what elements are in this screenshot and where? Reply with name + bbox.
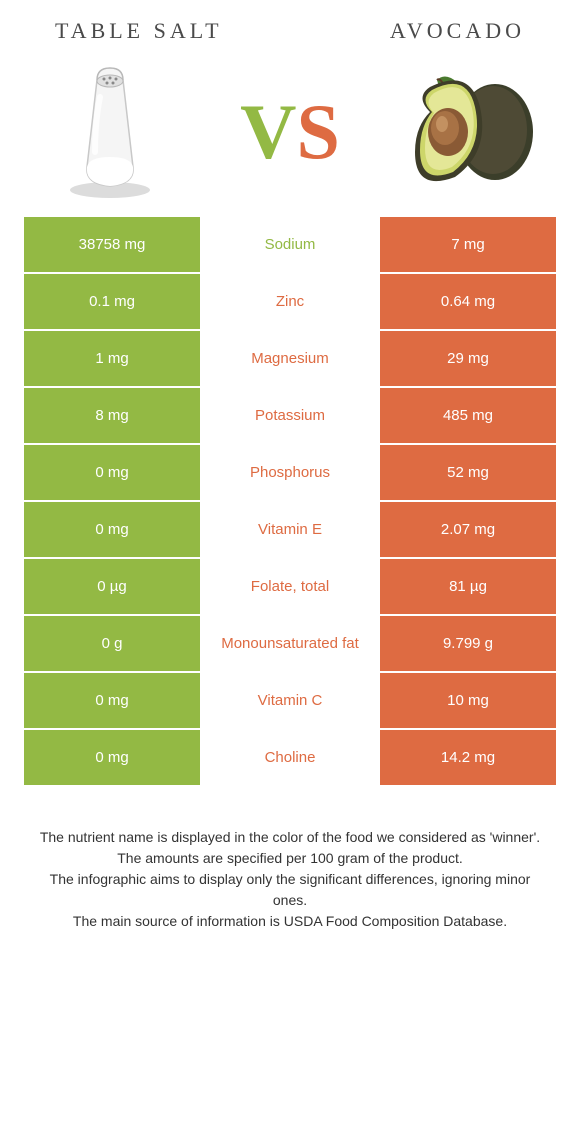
right-value: 485 mg xyxy=(380,388,556,443)
left-value: 1 mg xyxy=(24,331,200,386)
vs-s: S xyxy=(296,88,339,175)
left-value: 38758 mg xyxy=(24,217,200,272)
footnote-line: The infographic aims to display only the… xyxy=(35,869,545,911)
table-row: 0 mgPhosphorus52 mg xyxy=(24,445,556,500)
table-row: 0 mgVitamin E2.07 mg xyxy=(24,502,556,557)
titles-row: Table salt Avocado xyxy=(0,0,580,52)
nutrient-label: Monounsaturated fat xyxy=(202,616,378,671)
left-value: 8 mg xyxy=(24,388,200,443)
vs-v: V xyxy=(240,88,296,175)
footnote-line: The main source of information is USDA F… xyxy=(35,911,545,932)
right-value: 81 µg xyxy=(380,559,556,614)
right-value: 2.07 mg xyxy=(380,502,556,557)
nutrient-label: Potassium xyxy=(202,388,378,443)
table-row: 38758 mgSodium7 mg xyxy=(24,217,556,272)
footnotes: The nutrient name is displayed in the co… xyxy=(0,787,580,972)
table-row: 0 µgFolate, total81 µg xyxy=(24,559,556,614)
left-value: 0 µg xyxy=(24,559,200,614)
nutrient-label: Vitamin E xyxy=(202,502,378,557)
nutrient-label: Sodium xyxy=(202,217,378,272)
right-title: Avocado xyxy=(390,18,525,44)
right-value: 0.64 mg xyxy=(380,274,556,329)
right-value: 29 mg xyxy=(380,331,556,386)
right-value: 7 mg xyxy=(380,217,556,272)
nutrient-table: 38758 mgSodium7 mg0.1 mgZinc0.64 mg1 mgM… xyxy=(0,217,580,785)
vs-label: VS xyxy=(240,93,340,171)
left-title: Table salt xyxy=(55,18,223,44)
nutrient-label: Choline xyxy=(202,730,378,785)
left-value: 0 g xyxy=(24,616,200,671)
nutrient-label: Magnesium xyxy=(202,331,378,386)
left-value: 0 mg xyxy=(24,730,200,785)
right-value: 10 mg xyxy=(380,673,556,728)
left-value: 0 mg xyxy=(24,502,200,557)
hero-row: VS xyxy=(0,52,580,217)
right-value: 9.799 g xyxy=(380,616,556,671)
right-value: 14.2 mg xyxy=(380,730,556,785)
table-row: 8 mgPotassium485 mg xyxy=(24,388,556,443)
nutrient-label: Folate, total xyxy=(202,559,378,614)
table-row: 0 mgVitamin C10 mg xyxy=(24,673,556,728)
left-value: 0.1 mg xyxy=(24,274,200,329)
nutrient-label: Zinc xyxy=(202,274,378,329)
table-row: 1 mgMagnesium29 mg xyxy=(24,331,556,386)
nutrient-label: Phosphorus xyxy=(202,445,378,500)
table-row: 0 mgCholine14.2 mg xyxy=(24,730,556,785)
avocado-image xyxy=(395,62,545,202)
footnote-line: The amounts are specified per 100 gram o… xyxy=(35,848,545,869)
table-row: 0.1 mgZinc0.64 mg xyxy=(24,274,556,329)
left-value: 0 mg xyxy=(24,445,200,500)
left-value: 0 mg xyxy=(24,673,200,728)
nutrient-label: Vitamin C xyxy=(202,673,378,728)
table-row: 0 gMonounsaturated fat9.799 g xyxy=(24,616,556,671)
right-value: 52 mg xyxy=(380,445,556,500)
footnote-line: The nutrient name is displayed in the co… xyxy=(35,827,545,848)
salt-shaker-image xyxy=(35,62,185,202)
